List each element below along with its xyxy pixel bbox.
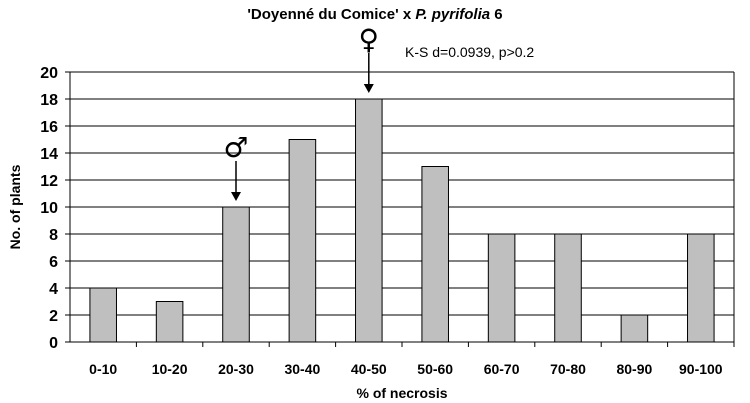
bar-50-60 xyxy=(421,166,449,343)
female-arrow-head xyxy=(363,84,374,93)
x-tick-label-10-20: 10-20 xyxy=(152,361,188,377)
female-symbol: ♀ xyxy=(359,23,380,56)
y-tick-label-4: 4 xyxy=(49,281,58,298)
bar-80-90 xyxy=(620,314,649,343)
y-tick-label-6: 6 xyxy=(49,254,58,271)
y-tick-label-12: 12 xyxy=(40,173,58,190)
x-tick-label-80-90: 80-90 xyxy=(616,361,652,377)
y-tick-label-14: 14 xyxy=(40,146,58,163)
bar-40-50 xyxy=(355,98,383,343)
chart-title-part-3: 6 xyxy=(490,6,503,23)
male-symbol: ♂ xyxy=(223,131,248,164)
y-tick-label-0: 0 xyxy=(49,335,58,352)
y-axis-label: No. of plants xyxy=(7,164,23,249)
bar-60-70 xyxy=(487,233,516,343)
y-tick-label-18: 18 xyxy=(40,92,58,109)
x-tick-label-0-10: 0-10 xyxy=(89,361,117,377)
bar-20-30 xyxy=(222,206,250,343)
bar-10-20 xyxy=(155,301,184,343)
chart-title-part-2: P. pyrifolia xyxy=(415,6,491,23)
chart-title-part-1: 'Doyenné du Comice' x xyxy=(247,6,416,23)
chart-title: 'Doyenné du Comice' x P. pyrifolia 6 xyxy=(0,6,750,23)
y-tick-label-2: 2 xyxy=(49,308,58,325)
y-tick-label-20: 20 xyxy=(40,65,58,82)
ks-annotation: K-S d=0.0939, p>0.2 xyxy=(405,44,535,60)
x-tick-label-90-100: 90-100 xyxy=(679,361,723,377)
x-tick-label-70-80: 70-80 xyxy=(550,361,586,377)
bar-30-40 xyxy=(288,139,317,343)
x-tick-label-50-60: 50-60 xyxy=(417,361,453,377)
y-tick-label-16: 16 xyxy=(40,119,58,136)
x-tick-label-60-70: 60-70 xyxy=(484,361,520,377)
bar-0-10 xyxy=(89,287,117,343)
bar-70-80 xyxy=(554,233,582,343)
bar-90-100 xyxy=(687,233,715,343)
y-tick-label-10: 10 xyxy=(40,200,58,217)
y-tick-label-8: 8 xyxy=(49,227,58,244)
male-arrow-head xyxy=(231,192,241,201)
x-tick-label-20-30: 20-30 xyxy=(218,361,254,377)
x-tick-label-40-50: 40-50 xyxy=(351,361,387,377)
x-tick-label-30-40: 30-40 xyxy=(284,361,320,377)
x-axis-label: % of necrosis xyxy=(356,385,447,401)
